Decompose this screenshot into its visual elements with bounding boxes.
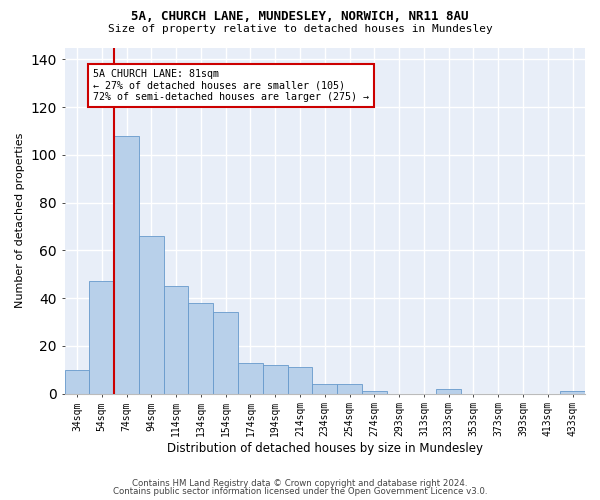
Text: 5A, CHURCH LANE, MUNDESLEY, NORWICH, NR11 8AU: 5A, CHURCH LANE, MUNDESLEY, NORWICH, NR1… — [131, 10, 469, 23]
Bar — [188, 303, 213, 394]
Bar — [89, 282, 114, 394]
Bar — [65, 370, 89, 394]
Bar — [139, 236, 164, 394]
Bar — [362, 391, 387, 394]
Y-axis label: Number of detached properties: Number of detached properties — [15, 133, 25, 308]
X-axis label: Distribution of detached houses by size in Mundesley: Distribution of detached houses by size … — [167, 442, 483, 455]
Text: Size of property relative to detached houses in Mundesley: Size of property relative to detached ho… — [107, 24, 493, 34]
Bar — [436, 389, 461, 394]
Bar — [238, 362, 263, 394]
Text: Contains public sector information licensed under the Open Government Licence v3: Contains public sector information licen… — [113, 487, 487, 496]
Bar — [337, 384, 362, 394]
Text: Contains HM Land Registry data © Crown copyright and database right 2024.: Contains HM Land Registry data © Crown c… — [132, 478, 468, 488]
Bar — [164, 286, 188, 394]
Bar — [560, 391, 585, 394]
Bar — [114, 136, 139, 394]
Bar — [213, 312, 238, 394]
Text: 5A CHURCH LANE: 81sqm
← 27% of detached houses are smaller (105)
72% of semi-det: 5A CHURCH LANE: 81sqm ← 27% of detached … — [93, 69, 369, 102]
Bar — [313, 384, 337, 394]
Bar — [287, 368, 313, 394]
Bar — [263, 365, 287, 394]
